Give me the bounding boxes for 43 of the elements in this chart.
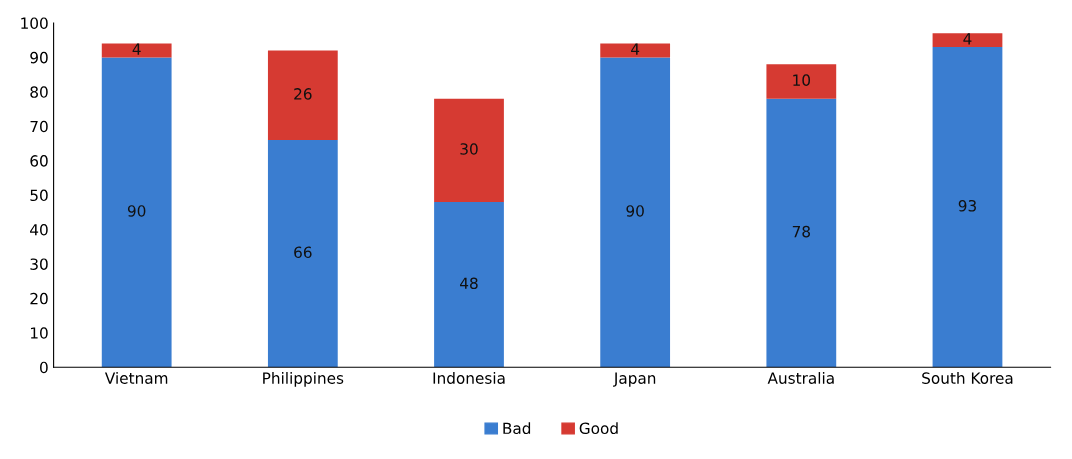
y-tick-label: 30 bbox=[30, 258, 48, 270]
y-tick-label: 0 bbox=[40, 361, 48, 374]
y-tick-label: 70 bbox=[30, 120, 48, 133]
data-label: 4 bbox=[132, 43, 141, 55]
y-tick-label: 90 bbox=[30, 51, 48, 64]
x-tick-label: South Korea bbox=[922, 372, 1013, 384]
data-label: 90 bbox=[127, 205, 146, 217]
data-label: 48 bbox=[460, 277, 478, 290]
bar bbox=[101, 57, 172, 368]
bar bbox=[932, 47, 1003, 368]
y-tick-label: 10 bbox=[30, 327, 48, 339]
bar bbox=[600, 57, 671, 368]
bar bbox=[766, 98, 837, 368]
bar bbox=[267, 50, 338, 140]
legend-label: Bad bbox=[503, 422, 531, 435]
data-label: 30 bbox=[460, 143, 478, 155]
x-tick-label: Vietnam bbox=[104, 372, 168, 384]
data-label: 66 bbox=[294, 246, 312, 259]
y-tick-label: 80 bbox=[30, 86, 48, 98]
data-label: 90 bbox=[626, 205, 644, 217]
bar bbox=[434, 201, 504, 368]
y-tick-label: 20 bbox=[30, 292, 48, 305]
bar bbox=[932, 33, 1003, 48]
data-label: 78 bbox=[792, 225, 810, 238]
bar bbox=[267, 139, 338, 368]
data-label: 93 bbox=[958, 200, 976, 212]
bar bbox=[766, 64, 837, 99]
y-tick-label: 60 bbox=[30, 155, 48, 167]
x-tick-label: Australia bbox=[767, 372, 834, 384]
y-tick-label: 50 bbox=[30, 189, 48, 202]
y-tick-label: 100 bbox=[21, 17, 48, 29]
data-label: 4 bbox=[963, 33, 972, 45]
x-tick-label: Japan bbox=[613, 372, 656, 387]
data-label: 26 bbox=[294, 88, 312, 100]
data-label: 10 bbox=[793, 74, 811, 86]
data-label: 4 bbox=[631, 43, 640, 55]
bar bbox=[434, 98, 504, 202]
y-tick-label: 40 bbox=[30, 223, 48, 236]
legend-label: Good bbox=[579, 422, 618, 435]
x-tick-label: Philippines bbox=[263, 372, 344, 387]
x-tick-label: Indonesia bbox=[433, 372, 505, 384]
bar bbox=[101, 43, 172, 58]
bar bbox=[600, 43, 671, 58]
